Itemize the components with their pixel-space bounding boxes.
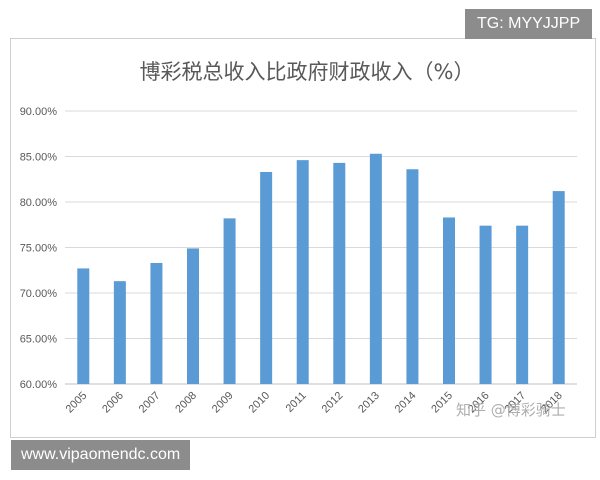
chart-frame: 博彩税总收入比政府财政收入（%） 60.00% 65.00% 70.00% 75.00… [10, 38, 596, 438]
chart-svg: 博彩税总收入比政府财政收入（%） 60.00% 65.00% 70.00% 75.00… [20, 60, 577, 416]
x-tick-label: 2007 [137, 390, 163, 416]
x-tick-label: 2015 [429, 390, 455, 416]
y-tick-label: 60.00% [20, 379, 58, 391]
y-tick-label: 75.00% [20, 243, 58, 255]
x-tick-label: 2012 [320, 390, 346, 416]
x-tick-label: 2009 [210, 390, 236, 416]
y-tick-label: 80.00% [20, 197, 58, 209]
x-tick-label: 2005 [64, 390, 90, 416]
y-tick-label: 85.00% [20, 152, 58, 164]
bar-2014 [406, 169, 419, 384]
bar-2015 [443, 217, 455, 384]
telegram-tag: TG: MYYJJPP [465, 9, 593, 39]
bar-2007 [150, 262, 163, 384]
bar-2017 [516, 225, 529, 384]
x-tick-label: 2013 [356, 390, 382, 416]
grid-layer [65, 110, 577, 385]
bar-2005 [77, 268, 90, 384]
x-tick-label: 2010 [246, 390, 272, 416]
bar-2010 [260, 171, 273, 384]
bar-2016 [479, 225, 492, 384]
chart-title: 博彩税总收入比政府财政收入（%） [140, 60, 475, 84]
zhihu-watermark: 知乎 @博彩骑士 [456, 401, 566, 419]
y-tick-label: 65.00% [20, 334, 58, 346]
bar-2006 [113, 281, 126, 384]
bar-layer [77, 153, 565, 384]
y-tick-label: 70.00% [20, 288, 58, 300]
x-tick-label: 2014 [393, 390, 419, 416]
x-tick-label: 2008 [173, 390, 199, 416]
x-tick-label: 2011 [284, 390, 309, 415]
y-tick-label: 90.00% [20, 106, 58, 118]
website-url-tag: www.vipaomendc.com [11, 440, 191, 470]
bar-2013 [369, 153, 382, 384]
bar-2009 [223, 218, 236, 384]
x-tick-label: 2006 [100, 390, 126, 416]
bar-2012 [333, 162, 346, 384]
bar-2011 [296, 160, 309, 384]
bar-2018 [552, 191, 565, 384]
bar-2008 [187, 248, 199, 384]
